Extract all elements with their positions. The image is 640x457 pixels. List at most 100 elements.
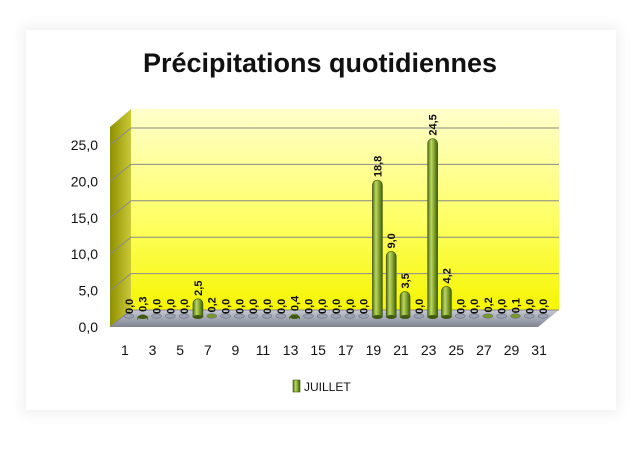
- bar-body: [261, 313, 273, 319]
- data-label: 0,0: [234, 299, 246, 314]
- plot-side-wall: [110, 109, 131, 327]
- x-tick-label: 7: [204, 342, 212, 358]
- data-labels-layer: 0,0 0,3 0,0 0,0 0,02,50,2 0,0 0,0 0,0 0,0 0,0 0,4 0…: [124, 114, 550, 314]
- data-label: 0,0: [248, 299, 260, 314]
- data-label: 0,0: [469, 299, 481, 314]
- data-label: 0,2: [483, 297, 495, 312]
- bar-body: [234, 313, 245, 319]
- bar: [344, 313, 356, 319]
- bar: [372, 179, 383, 319]
- bar: [206, 313, 217, 319]
- data-label: 0,1: [510, 298, 522, 313]
- bar-base: [372, 315, 383, 319]
- bar-body: [413, 313, 425, 319]
- bar: [220, 313, 231, 319]
- bar: [151, 313, 162, 319]
- bar: [482, 313, 494, 319]
- chart-title: Précipitations quotidiennes: [143, 48, 497, 78]
- data-label: 0,0: [524, 299, 536, 314]
- bar: [455, 313, 466, 319]
- data-label: 0,0: [497, 299, 509, 314]
- x-tick-label: 17: [338, 342, 354, 358]
- y-tick-label: 20,0: [71, 173, 98, 189]
- legend-swatch: [292, 379, 301, 393]
- data-label: 0,0: [414, 299, 426, 314]
- bar: [468, 313, 480, 319]
- bar: [330, 313, 342, 319]
- bar-body: [220, 313, 231, 319]
- x-tick-label: 15: [310, 342, 326, 358]
- bar: [427, 138, 438, 319]
- grid-line: [109, 309, 559, 328]
- bar: [234, 313, 245, 319]
- data-label: 24,5: [428, 114, 440, 135]
- y-tick-label: 25,0: [71, 137, 98, 153]
- data-label: 0,0: [221, 299, 233, 314]
- x-tick-label: 13: [283, 342, 299, 358]
- bar-body: [455, 313, 466, 319]
- plot-back-wall: [131, 109, 559, 310]
- bar-body: [385, 251, 397, 318]
- bar: [123, 313, 135, 319]
- data-label: 0,0: [303, 299, 315, 314]
- x-tick-label: 25: [448, 342, 464, 358]
- x-tick-label: 19: [366, 342, 382, 358]
- bar-body: [441, 286, 452, 318]
- bar: [496, 313, 507, 319]
- bar-body: [427, 138, 438, 318]
- bar-base: [192, 315, 203, 319]
- bar: [275, 313, 287, 319]
- legend: JUILLET: [292, 379, 351, 394]
- x-tick-label: 3: [149, 342, 157, 358]
- bar: [137, 314, 149, 320]
- x-tick-label: 11: [256, 342, 271, 358]
- data-label: 0,0: [262, 299, 274, 314]
- bar-body: [303, 313, 314, 319]
- bar-body: [358, 313, 369, 319]
- data-label: 0,0: [179, 299, 191, 314]
- data-label: 3,5: [400, 273, 412, 288]
- bar-body: [275, 313, 287, 319]
- data-label: 0,0: [317, 299, 329, 314]
- bar-base: [289, 315, 300, 319]
- data-label: 0,0: [359, 299, 371, 314]
- data-label: 0,0: [455, 299, 467, 314]
- bar-body: [537, 313, 549, 319]
- y-tick-label: 10,0: [71, 246, 98, 262]
- data-label: 2,5: [193, 281, 205, 296]
- data-label: 18,8: [372, 156, 384, 177]
- bar-body: [482, 313, 494, 319]
- bar: [178, 313, 190, 319]
- bar-body: [372, 179, 383, 318]
- data-label: 0,4: [290, 295, 302, 311]
- bar: [399, 291, 411, 319]
- y-tick-label: 15,0: [71, 210, 98, 226]
- bar: [385, 251, 397, 319]
- data-label: 0,2: [207, 297, 219, 312]
- bar-body: [524, 313, 535, 319]
- bar: [303, 313, 314, 319]
- bar: [192, 298, 204, 319]
- legend-label: JUILLET: [304, 380, 351, 394]
- bar-body: [330, 313, 342, 319]
- bar-body: [165, 313, 176, 319]
- bar-body: [468, 313, 480, 319]
- data-label: 9,0: [386, 233, 398, 248]
- data-label: 0,0: [165, 299, 177, 314]
- bars-layer: [123, 138, 549, 320]
- bar: [413, 313, 425, 319]
- bar: [316, 313, 328, 319]
- data-label: 0,0: [331, 299, 343, 314]
- bar-base: [427, 315, 438, 319]
- y-tick-label: 0,0: [79, 319, 99, 335]
- grid-line: [109, 163, 559, 182]
- bar-body: [247, 313, 259, 319]
- y-tick-label: 5,0: [79, 283, 99, 299]
- x-tick-label: 23: [421, 342, 437, 358]
- x-tick-label: 29: [504, 342, 520, 358]
- bar-body: [123, 313, 135, 319]
- y-axis-ticks: 0,0 5,0 10,0 15,0 20,0 25,0: [71, 137, 98, 335]
- data-label: 0,0: [345, 299, 357, 314]
- bar: [261, 313, 273, 319]
